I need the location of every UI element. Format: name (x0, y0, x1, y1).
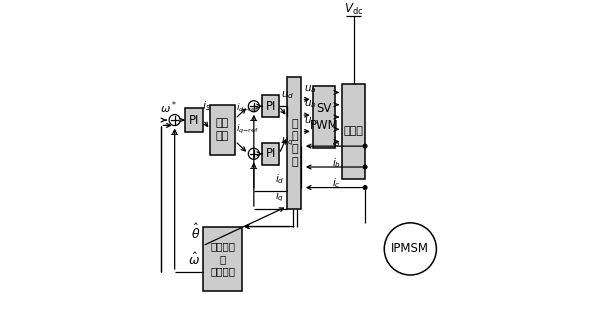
Text: PI: PI (266, 147, 276, 160)
Text: $V_{\rm dc}$: $V_{\rm dc}$ (344, 2, 364, 17)
Text: −: − (249, 164, 258, 174)
Circle shape (364, 186, 367, 189)
Text: 坐
标
变
换: 坐 标 变 换 (291, 118, 297, 167)
Text: $i_d$: $i_d$ (275, 172, 284, 186)
Circle shape (248, 148, 259, 159)
Circle shape (169, 114, 180, 126)
Text: $i_a$: $i_a$ (332, 135, 341, 149)
Text: 转子位置
与
转速估算: 转子位置 与 转速估算 (210, 241, 235, 276)
Bar (203, 226, 242, 291)
Text: $i_c$: $i_c$ (332, 176, 341, 190)
Bar (263, 143, 279, 165)
Circle shape (364, 165, 367, 169)
Text: PI: PI (189, 114, 199, 127)
Text: $i_b$: $i_b$ (332, 156, 341, 169)
Text: $u_d$: $u_d$ (281, 89, 294, 101)
Text: −: − (249, 116, 258, 126)
Text: $\hat{\theta}$: $\hat{\theta}$ (191, 223, 200, 242)
Bar (263, 95, 279, 117)
Text: $\hat{\omega}$: $\hat{\omega}$ (188, 252, 200, 268)
Text: SV
PWM: SV PWM (310, 102, 338, 132)
Text: PI: PI (266, 100, 276, 113)
Text: −: − (170, 130, 179, 140)
Circle shape (384, 223, 436, 275)
Circle shape (248, 101, 259, 112)
Text: $u_q$: $u_q$ (281, 136, 294, 148)
Text: $u_a$: $u_a$ (304, 83, 316, 95)
Text: IPMSM: IPMSM (391, 243, 430, 255)
Text: $u_b$: $u_b$ (304, 99, 316, 110)
Text: $i_{q\rm{-ref}}$: $i_{q\rm{-ref}}$ (236, 123, 259, 136)
Bar (185, 108, 203, 132)
Bar (313, 86, 335, 148)
Text: $u_c$: $u_c$ (304, 115, 316, 127)
Text: $i_s$: $i_s$ (202, 100, 211, 113)
Circle shape (364, 144, 367, 148)
Bar (287, 77, 301, 209)
Text: $i_{d\rm{-ref}}$: $i_{d\rm{-ref}}$ (236, 101, 259, 114)
Text: 逆变器: 逆变器 (343, 126, 364, 137)
Bar (210, 104, 235, 155)
Text: $\omega^*$: $\omega^*$ (160, 100, 177, 116)
Text: 电流
控制: 电流 控制 (216, 118, 229, 141)
Bar (342, 84, 365, 179)
Text: $i_q$: $i_q$ (275, 190, 284, 204)
